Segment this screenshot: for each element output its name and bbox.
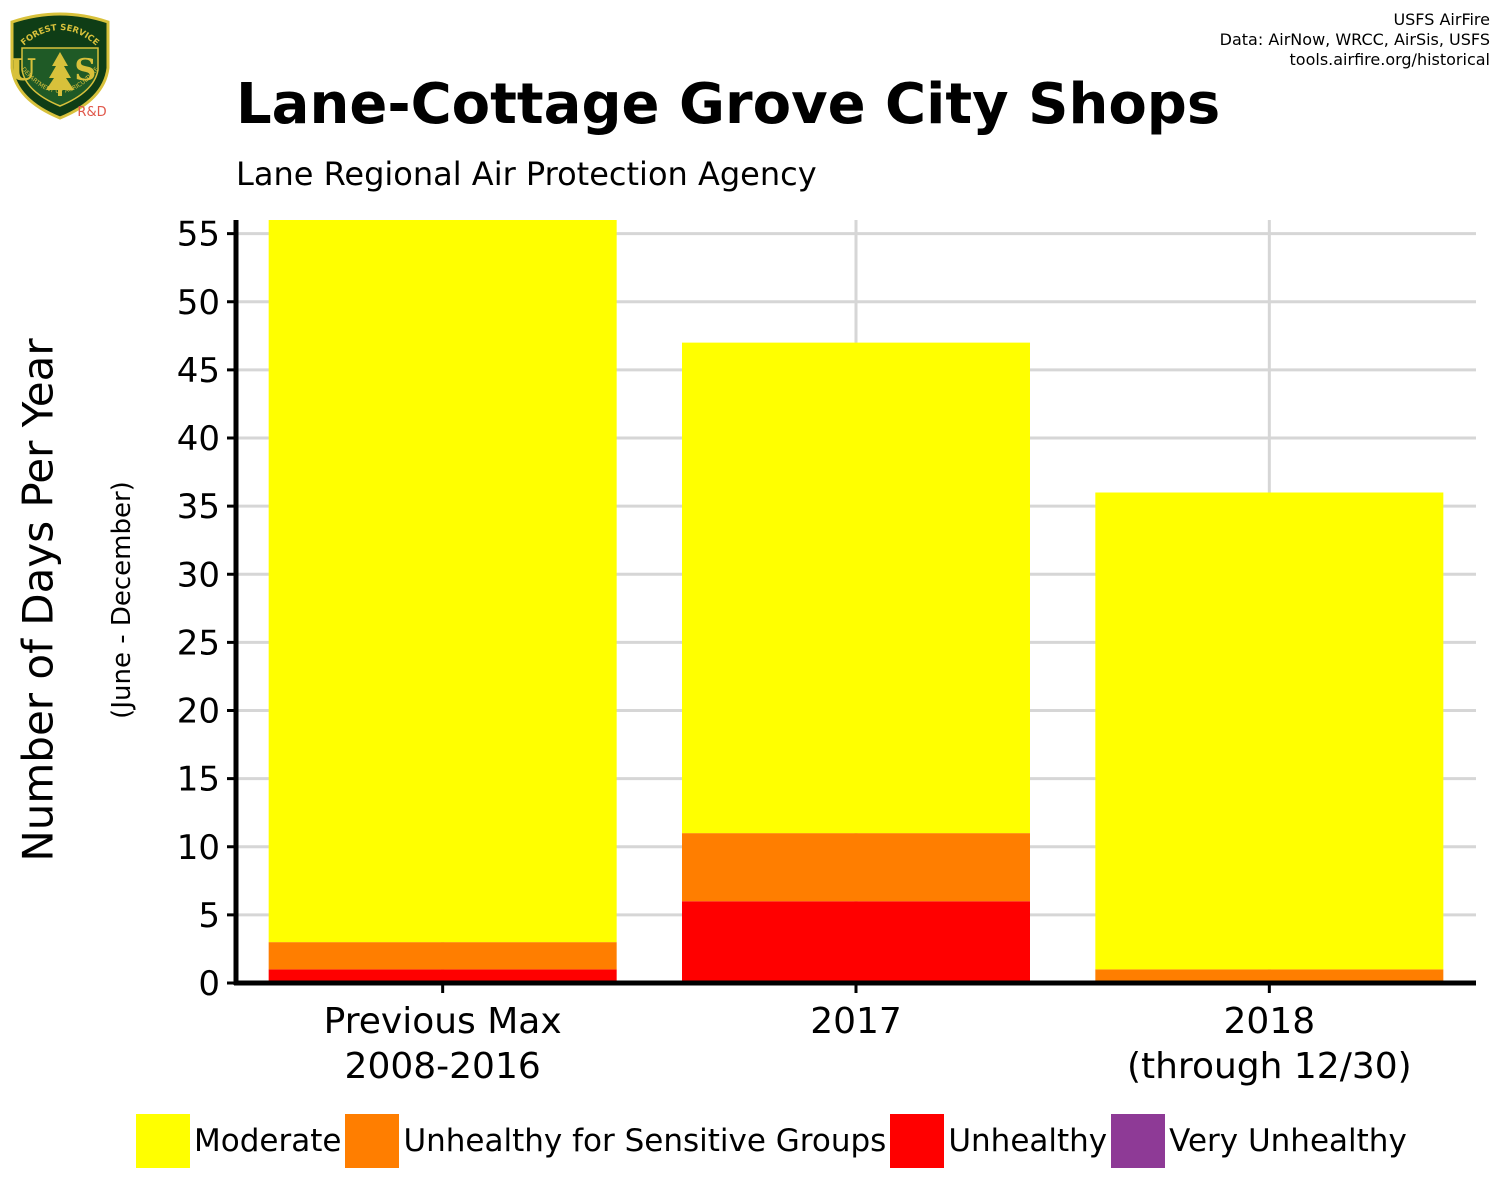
y-tick-label: 40 — [177, 419, 220, 459]
y-tick-label: 25 — [177, 623, 220, 663]
legend-item-usg: Unhealthy for Sensitive Groups — [345, 1113, 887, 1168]
bar-segment-unhealthy — [268, 969, 617, 983]
bar-segment-unhealthy — [682, 901, 1030, 983]
y-tick-label: 35 — [177, 487, 220, 527]
legend: Moderate Unhealthy for Sensitive Groups … — [136, 1113, 1411, 1168]
x-tick-label: Previous Max — [324, 1001, 562, 1042]
y-tick-label: 15 — [177, 760, 220, 800]
legend-swatch — [890, 1113, 945, 1168]
x-tick-label: 2017 — [810, 1001, 902, 1042]
legend-item-very-unhealthy: Very Unhealthy — [1111, 1113, 1407, 1168]
legend-item-unhealthy: Unhealthy — [890, 1113, 1108, 1168]
y-tick-label: 50 — [177, 283, 220, 323]
legend-swatch — [1111, 1113, 1166, 1168]
y-tick-label: 20 — [177, 692, 220, 732]
x-tick-label: 2018 — [1224, 1001, 1316, 1042]
legend-label: Unhealthy — [948, 1122, 1108, 1159]
bar-segment-unhealthy-for-sensitive-groups — [682, 833, 1030, 902]
legend-label: Unhealthy for Sensitive Groups — [403, 1122, 887, 1159]
x-tick-label: 2008-2016 — [345, 1046, 541, 1087]
credits: USFS AirFire Data: AirNow, WRCC, AirSis,… — [1220, 10, 1490, 70]
chart-subtitle: Lane Regional Air Protection Agency — [236, 155, 817, 193]
tree-icon — [46, 52, 74, 96]
bar-segment-unhealthy-for-sensitive-groups — [1095, 969, 1444, 983]
y-tick-label: 0 — [198, 964, 220, 1004]
bar-segment-unhealthy-for-sensitive-groups — [268, 942, 617, 970]
y-tick-label: 30 — [177, 555, 220, 595]
legend-label: Moderate — [194, 1122, 342, 1159]
legend-item-moderate: Moderate — [136, 1113, 342, 1168]
y-tick-label: 45 — [177, 351, 220, 391]
x-tick-label: (through 12/30) — [1127, 1046, 1412, 1087]
credit-line: tools.airfire.org/historical — [1289, 50, 1490, 69]
legend-label: Very Unhealthy — [1169, 1122, 1407, 1159]
bar-segment-moderate — [1095, 492, 1444, 970]
credit-line: USFS AirFire — [1393, 10, 1490, 29]
chart-title: Lane-Cottage Grove City Shops — [236, 72, 1221, 137]
logo-tag: R&D — [77, 105, 106, 120]
y-tick-label: 55 — [177, 215, 220, 255]
y-tick-label: 5 — [198, 896, 220, 936]
legend-swatch — [345, 1113, 400, 1168]
legend-swatch — [136, 1113, 190, 1168]
bar-segment-moderate — [268, 220, 617, 943]
y-tick-label: 10 — [177, 828, 220, 868]
usfs-shield-logo: FOREST SERVICE U S DEPARTMENT OF AGRICUL… — [10, 12, 110, 120]
bar-segment-moderate — [682, 342, 1030, 834]
bar-chart: 0 5 10 15 20 25 30 35 40 45 50 55 Previous Max2008-2… — [177, 215, 1476, 1087]
credit-line: Data: AirNow, WRCC, AirSis, USFS — [1219, 30, 1490, 49]
